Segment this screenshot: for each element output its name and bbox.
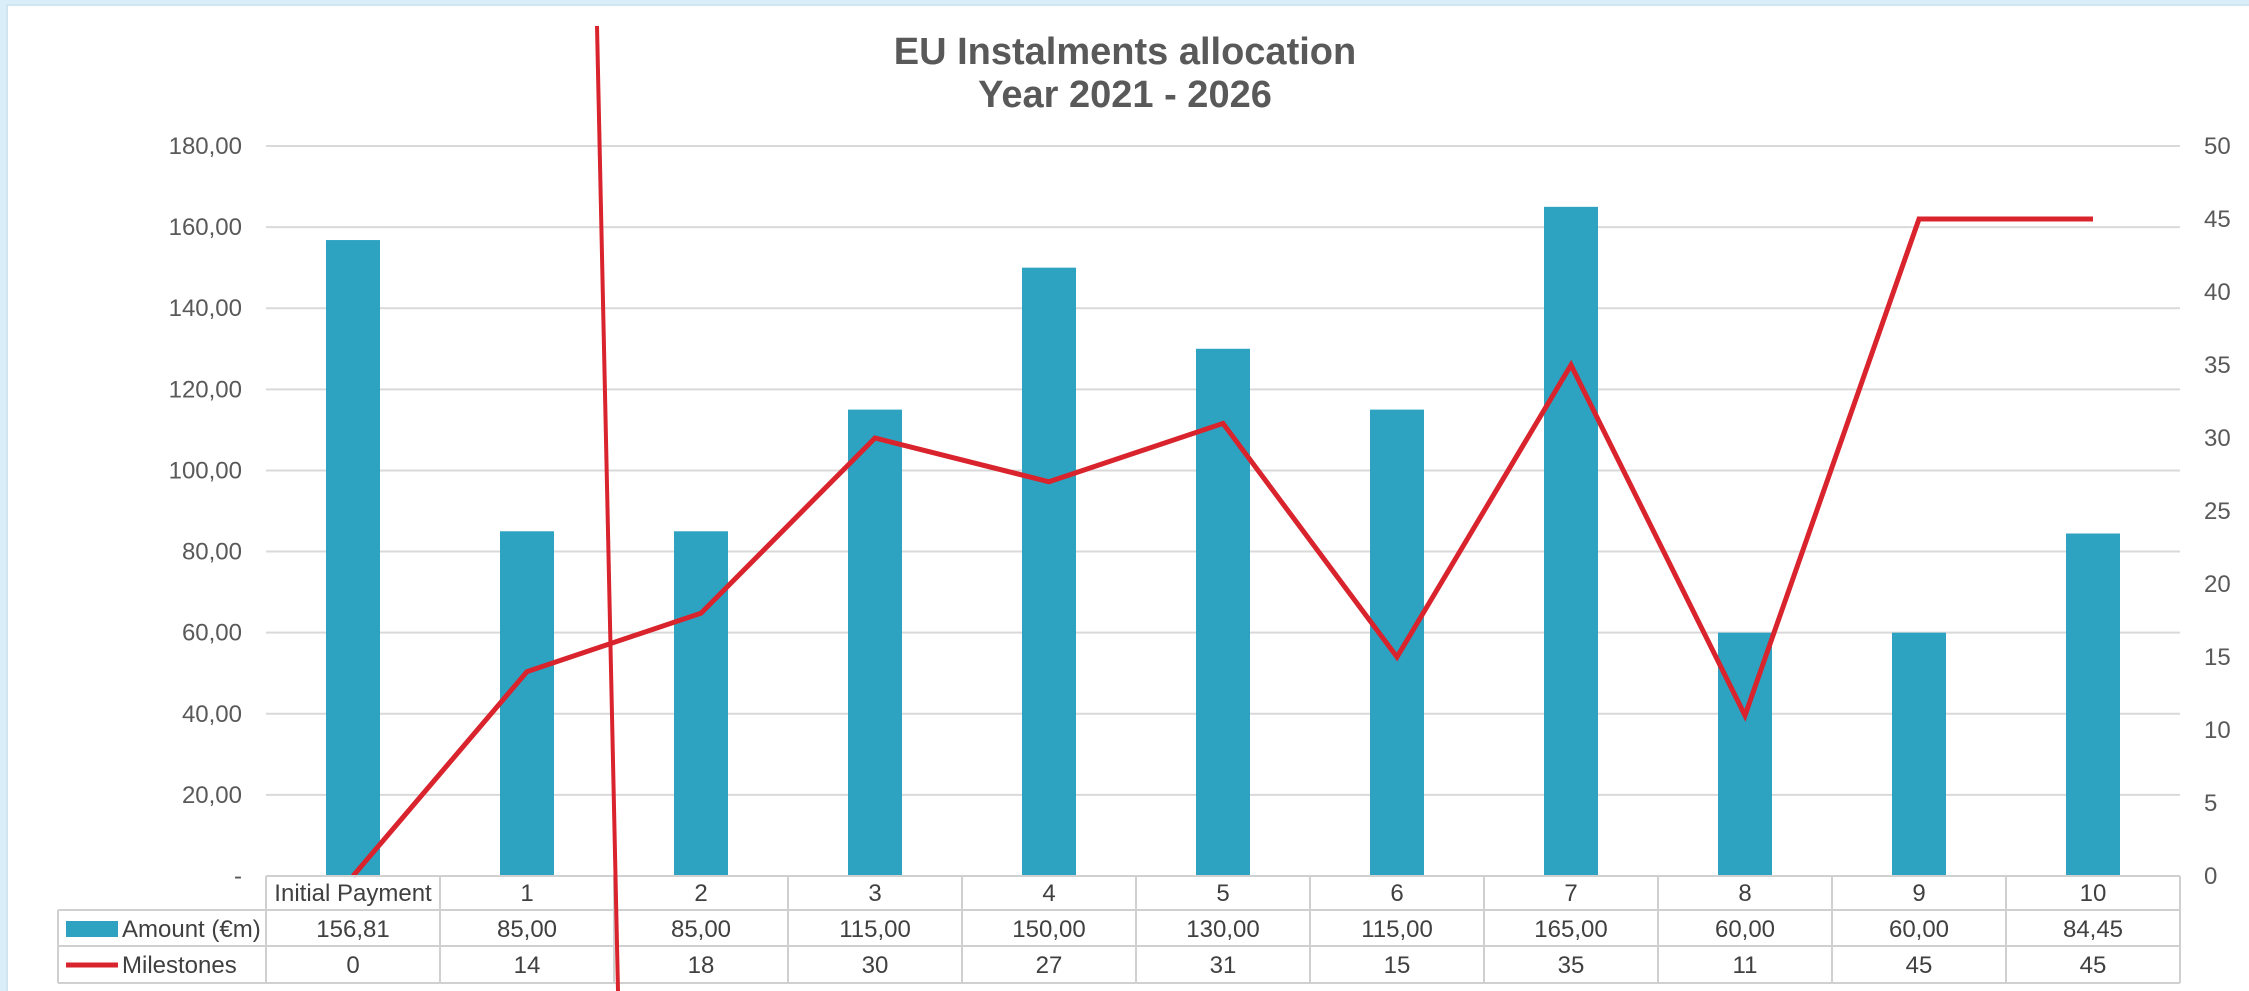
y-right-tick-label: 5 xyxy=(2204,790,2217,817)
amount-value: 85,00 xyxy=(671,916,731,943)
legend-swatch-amount xyxy=(66,921,118,937)
bar xyxy=(500,531,554,876)
amount-value: 156,81 xyxy=(316,916,389,943)
y-left-tick-label: 180,00 xyxy=(169,133,242,160)
category-label: 8 xyxy=(1738,880,1751,907)
milestone-value: 0 xyxy=(346,952,359,979)
category-label: 5 xyxy=(1216,880,1229,907)
bar xyxy=(848,409,902,876)
y-right-tick-label: 0 xyxy=(2204,863,2217,890)
milestone-value: 15 xyxy=(1384,952,1411,979)
bar xyxy=(1718,632,1772,876)
axis-ticks: - 20,00 40,00 60,00 80,00 100,00 120,00 140,00 1… xyxy=(169,133,2231,890)
milestone-value: 30 xyxy=(862,952,889,979)
bar xyxy=(1196,348,1250,876)
milestone-value: 45 xyxy=(1906,952,1933,979)
bar xyxy=(1892,632,1946,876)
milestone-value: 45 xyxy=(2080,952,2107,979)
chart-frame: EU Instalments allocation Year 2021 - 20… xyxy=(6,4,2249,991)
category-label: 7 xyxy=(1564,880,1577,907)
milestone-value: 27 xyxy=(1036,952,1063,979)
y-left-tick-label: 100,00 xyxy=(169,457,242,484)
category-label: 3 xyxy=(868,880,881,907)
legend-label-milestones: Milestones xyxy=(122,952,237,979)
y-left-tick-label: - xyxy=(234,863,242,890)
amount-value: 130,00 xyxy=(1186,916,1259,943)
y-right-tick-label: 25 xyxy=(2204,498,2231,525)
y-right-tick-label: 30 xyxy=(2204,425,2231,452)
milestone-line xyxy=(351,216,2093,878)
bar xyxy=(1022,267,1076,877)
y-left-tick-label: 80,00 xyxy=(182,539,242,566)
amount-value: 60,00 xyxy=(1715,916,1775,943)
y-right-tick-label: 50 xyxy=(2204,133,2231,160)
y-right-tick-label: 35 xyxy=(2204,352,2231,379)
y-left-tick-label: 60,00 xyxy=(182,620,242,647)
category-label: 4 xyxy=(1042,880,1055,907)
y-left-tick-label: 40,00 xyxy=(182,701,242,728)
bar xyxy=(326,240,380,876)
chart-title: EU Instalments allocation xyxy=(894,31,1356,73)
y-left-tick-label: 140,00 xyxy=(169,295,242,322)
milestone-value: 14 xyxy=(514,952,541,979)
milestone-value: 35 xyxy=(1558,952,1585,979)
legend-label-amount: Amount (€m) xyxy=(122,916,261,943)
category-label: 9 xyxy=(1912,880,1925,907)
category-label: Initial Payment xyxy=(274,880,432,907)
bar xyxy=(1544,206,1598,877)
y-left-tick-label: 20,00 xyxy=(182,782,242,809)
amount-value: 60,00 xyxy=(1889,916,1949,943)
annotation-layer xyxy=(595,25,620,991)
bars xyxy=(326,206,2120,877)
y-left-tick-label: 120,00 xyxy=(169,376,242,403)
chart-subtitle: Year 2021 - 2026 xyxy=(978,74,1272,116)
y-right-tick-label: 20 xyxy=(2204,571,2231,598)
amount-value: 150,00 xyxy=(1012,916,1085,943)
y-right-tick-label: 40 xyxy=(2204,279,2231,306)
amount-value: 85,00 xyxy=(497,916,557,943)
bar xyxy=(674,531,728,876)
category-label: 6 xyxy=(1390,880,1403,907)
y-right-tick-label: 45 xyxy=(2204,206,2231,233)
amount-value: 165,00 xyxy=(1534,916,1607,943)
category-label: 2 xyxy=(694,880,707,907)
milestone-line-path xyxy=(351,216,2093,878)
y-left-tick-label: 160,00 xyxy=(169,214,242,241)
milestone-value: 11 xyxy=(1733,952,1758,979)
category-label: 10 xyxy=(2080,880,2107,907)
annotation-line xyxy=(595,25,620,991)
chart-svg: EU Instalments allocation Year 2021 - 20… xyxy=(57,25,2231,991)
y-right-tick-label: 15 xyxy=(2204,644,2231,671)
milestone-value: 18 xyxy=(688,952,715,979)
bar xyxy=(1370,409,1424,876)
amount-value: 115,00 xyxy=(1361,916,1433,943)
amount-value: 84,45 xyxy=(2063,916,2123,943)
bar xyxy=(2066,533,2120,876)
amount-value: 115,00 xyxy=(839,916,911,943)
category-label: 1 xyxy=(520,880,533,907)
y-right-tick-label: 10 xyxy=(2204,717,2231,744)
milestone-value: 31 xyxy=(1210,952,1237,979)
